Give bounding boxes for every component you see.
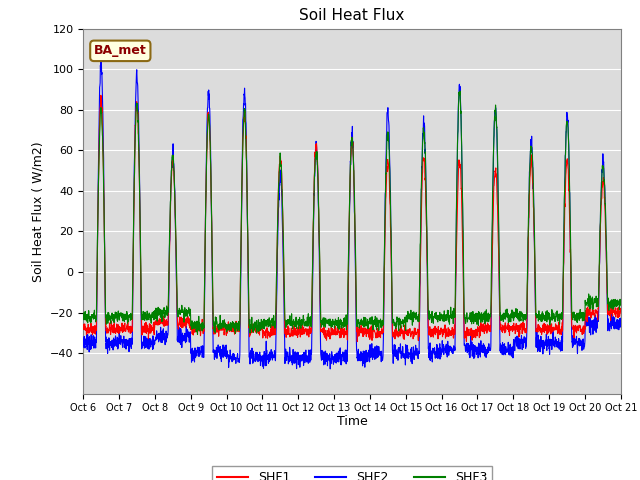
Title: Soil Heat Flux: Soil Heat Flux [300, 9, 404, 24]
X-axis label: Time: Time [337, 415, 367, 428]
Text: BA_met: BA_met [94, 44, 147, 57]
Y-axis label: Soil Heat Flux ( W/m2): Soil Heat Flux ( W/m2) [31, 141, 44, 281]
Legend: SHF1, SHF2, SHF3: SHF1, SHF2, SHF3 [212, 467, 492, 480]
